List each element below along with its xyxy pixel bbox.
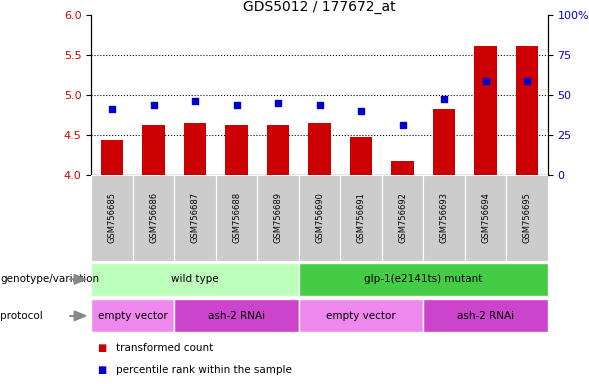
Bar	[515, 46, 538, 175]
Text: GSM756687: GSM756687	[190, 192, 200, 243]
Bar	[225, 125, 248, 175]
Text: ash-2 RNAi: ash-2 RNAi	[208, 311, 265, 321]
Bar	[299, 263, 548, 296]
Text: empty vector: empty vector	[326, 311, 396, 321]
Bar	[340, 175, 382, 261]
Text: ash-2 RNAi: ash-2 RNAi	[457, 311, 514, 321]
Text: protocol: protocol	[0, 311, 43, 321]
Bar	[142, 125, 165, 175]
Point	[107, 106, 117, 113]
Text: empty vector: empty vector	[98, 311, 168, 321]
Bar	[299, 175, 340, 261]
Bar	[267, 125, 289, 175]
Bar	[423, 300, 548, 332]
Text: GSM756693: GSM756693	[439, 192, 449, 243]
Text: GSM756688: GSM756688	[232, 192, 241, 243]
Text: GSM756691: GSM756691	[356, 192, 366, 243]
Bar	[101, 140, 124, 175]
Point	[149, 102, 158, 108]
Point	[315, 102, 324, 108]
Text: GSM756695: GSM756695	[522, 192, 531, 243]
Point	[356, 108, 366, 114]
Bar	[391, 161, 414, 175]
Point	[398, 121, 407, 127]
Bar	[474, 46, 497, 175]
Bar	[432, 109, 455, 175]
Text: transformed count: transformed count	[116, 343, 213, 353]
Text: wild type: wild type	[171, 274, 219, 285]
Text: glp-1(e2141ts) mutant: glp-1(e2141ts) mutant	[364, 274, 482, 285]
Bar	[174, 300, 299, 332]
Bar	[350, 137, 372, 175]
Bar	[507, 175, 548, 261]
Bar	[133, 175, 174, 261]
Bar	[257, 175, 299, 261]
Text: GSM756692: GSM756692	[398, 192, 407, 243]
Bar	[465, 175, 507, 261]
Point	[439, 96, 449, 102]
Bar	[216, 175, 257, 261]
Text: GSM756689: GSM756689	[273, 192, 283, 243]
Point	[232, 101, 241, 108]
Bar	[91, 175, 133, 261]
Bar	[308, 123, 331, 175]
Text: GSM756686: GSM756686	[149, 192, 158, 243]
Text: GSM756685: GSM756685	[108, 192, 117, 243]
Bar	[184, 123, 207, 175]
Point	[481, 78, 490, 84]
Text: genotype/variation: genotype/variation	[0, 274, 99, 285]
Text: ■: ■	[97, 343, 107, 353]
Bar	[91, 300, 174, 332]
Point	[190, 98, 200, 104]
Bar	[382, 175, 423, 261]
Bar	[299, 300, 423, 332]
Point	[522, 78, 532, 84]
Title: GDS5012 / 177672_at: GDS5012 / 177672_at	[243, 0, 396, 14]
Bar	[423, 175, 465, 261]
Bar	[174, 175, 216, 261]
Text: GSM756694: GSM756694	[481, 192, 490, 243]
Text: GSM756690: GSM756690	[315, 192, 324, 243]
Bar	[91, 263, 299, 296]
Text: percentile rank within the sample: percentile rank within the sample	[116, 365, 292, 375]
Text: ■: ■	[97, 365, 107, 375]
Point	[273, 100, 283, 106]
